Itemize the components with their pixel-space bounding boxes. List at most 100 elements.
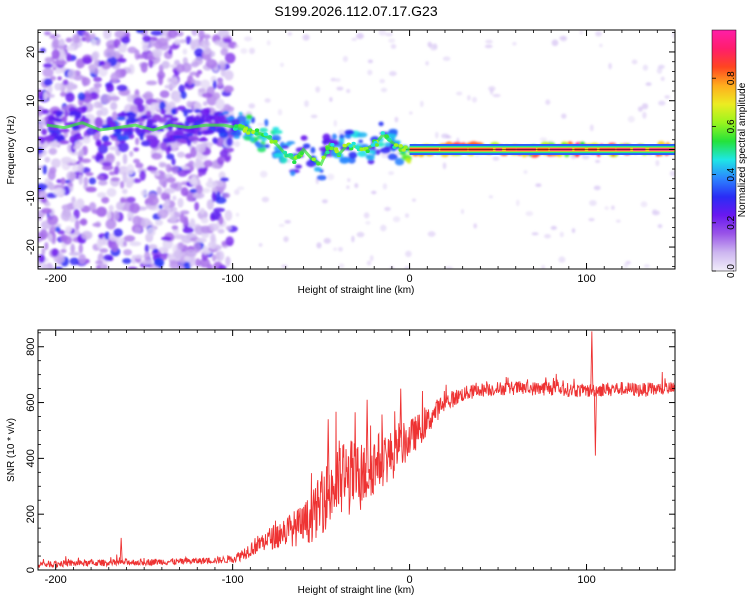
spectrogram-cell [43,91,48,101]
spectrogram-cell [156,186,162,196]
spectrogram-cell [172,135,184,139]
ridge-hotspot [254,132,259,136]
spectrogram-cell [277,109,283,116]
spectrogram-cell [225,225,232,231]
colorbar-label: Normalized spectral amplitude [737,82,748,217]
ridge-hotspot [254,128,260,132]
spectrogram-cell [55,60,68,66]
colorbar-scale [711,29,737,272]
spectrogram-cell [535,183,542,187]
spectrogram-cell [66,52,72,62]
spectrogram-cell [43,78,53,86]
spectrogram-cell [193,242,202,253]
spectrogram-cell [190,39,197,50]
spectrogram-cell [283,236,289,243]
spectrogram-cell [523,170,528,174]
spectrogram-cell [122,153,128,165]
spectrogram-cell [473,223,478,229]
spectrogram-cell [351,235,355,243]
spectrogram-cell [44,57,55,64]
figure-title: S199.2026.112.07.17.G23 [274,3,437,19]
spectrogram-cell [531,232,539,236]
spectrogram-cell [358,139,364,144]
spectrogram-cell [235,212,240,217]
spectrogram-cell [202,34,211,39]
spectrogram-cell [384,206,391,212]
spectrogram-cell [139,170,146,181]
ridge-hotspot [333,147,339,151]
spectrogram-cell [108,204,114,212]
spectrogram-cell [95,260,104,265]
x-tick-label: -100 [222,273,244,285]
spectrogram-cell [197,172,203,177]
spectrogram-cell [102,141,112,147]
spectrogram-cell [69,257,80,266]
spectrogram-cell [114,30,126,39]
spectrogram-cell [589,124,594,132]
spectrogram-cell [151,138,159,147]
spectrogram-cell [316,242,322,249]
spectrogram-cell [342,55,348,63]
spectrogram-cell [258,243,263,247]
spectrogram-cell [213,92,221,100]
spectrogram-cell [244,36,252,42]
spectrogram-y-ticks: -20 -10 0 10 20 [25,32,675,267]
spectrogram-cell [599,43,603,48]
spectrogram-cell [389,71,397,77]
spectrogram-cell [182,226,194,234]
spectrogram-cell [144,244,149,253]
spectrogram-cell [69,171,75,183]
spectrogram-cell [220,48,229,56]
spectrogram-cell [110,101,118,111]
spectrogram-cell [177,264,185,269]
spectrogram-cell [44,242,49,250]
spectrogram-cell [356,132,368,138]
spectrogram-cell [209,114,216,121]
spectrogram-cell [199,137,207,141]
spectrogram-cell [65,225,73,233]
spectrogram-cell [67,143,72,153]
spectrogram-cell [571,228,576,234]
spectrogram-cell [316,175,327,181]
spectrogram-cell [90,33,96,40]
spectrogram-cell [195,258,201,267]
spectrogram-cell [76,60,84,69]
spectrogram-cell [134,126,141,134]
spectrogram-cell [160,108,167,115]
spectrogram-cell [339,157,350,164]
spectrogram-cell [314,166,322,172]
spectrogram-cell [133,97,144,106]
spectrogram-cell [146,80,158,86]
spectrogram-cell [272,129,283,135]
spectrogram-cell [94,116,103,128]
spectrogram-cell [81,36,87,42]
spectrogram-cell [112,132,122,137]
spectrogram-cell [184,153,193,159]
spectrogram-cell [50,225,56,231]
spectrogram-cell [231,118,241,127]
spectrogram-cell [287,32,292,36]
spectrogram-cell [367,69,373,76]
spectrogram-cell [135,137,140,146]
y-tick-label: 20 [25,46,37,58]
spectrogram-cell [321,199,328,204]
spectrogram-cell [50,116,56,120]
spectrogram-cell [190,61,199,68]
spectrogram-cell [141,93,152,99]
spectrogram-cell [623,262,629,269]
spectrogram-cell [188,135,200,142]
spectrogram-cell [631,59,638,65]
spectrogram-cell [101,135,110,143]
spectrogram-cell [49,34,56,39]
spectrogram-cell [558,256,566,263]
spectrogram-cell [66,81,75,91]
spectrogram-cell [201,231,210,239]
spectrogram-cell [70,110,79,116]
spectrogram-cell [220,177,229,182]
spectrogram-cell [126,164,135,175]
spectrogram-cell [641,103,649,110]
spectrogram-cell [108,146,119,151]
spectrogram-cell [387,153,398,161]
spectrogram-cell [442,162,447,170]
spectrogram-cell [151,152,163,160]
